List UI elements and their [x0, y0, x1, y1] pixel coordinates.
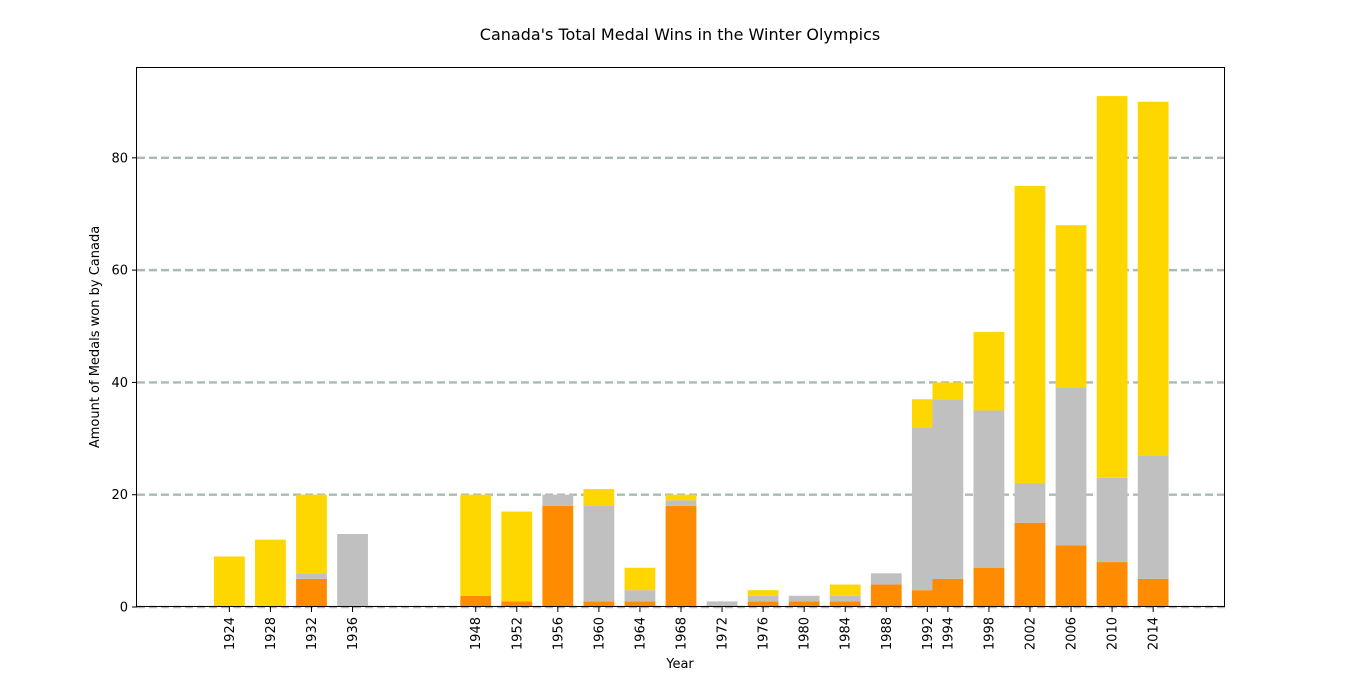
- x-tick-label: 1932: [305, 617, 320, 650]
- x-tick-label: 2006: [1065, 617, 1080, 650]
- bar-bronze-1968: [665, 505, 697, 607]
- bar-silver-1956: [542, 494, 574, 506]
- bar-silver-1976: [747, 595, 779, 602]
- bar-silver-1994: [932, 399, 964, 579]
- bar-bronze-1932: [296, 578, 327, 607]
- x-tick-label: 1960: [592, 617, 607, 650]
- plot-frame: [136, 67, 1225, 607]
- bar-gold-1924: [213, 556, 245, 607]
- x-tick-label: 1936: [346, 617, 361, 650]
- chart-title: Canada's Total Medal Wins in the Winter …: [480, 25, 880, 44]
- bar-gold-1928: [255, 539, 286, 607]
- bar-bronze-1984: [829, 601, 861, 607]
- bar-gold-1960: [583, 489, 615, 506]
- bar-gold-1994: [932, 382, 964, 400]
- x-tick-label: 2010: [1106, 617, 1121, 650]
- x-tick-label: 1980: [798, 617, 813, 650]
- bar-bronze-2010: [1096, 562, 1128, 607]
- x-tick-label: 1924: [223, 617, 238, 650]
- bar-bronze-2006: [1055, 545, 1087, 607]
- bar-gold-2006: [1055, 225, 1087, 389]
- bar-gold-2010: [1096, 96, 1128, 478]
- bar-bronze-1976: [747, 601, 779, 607]
- x-axis: 1924 1928 1932 1936 1948 1952 1956 1960 1964 1968…: [223, 607, 1162, 650]
- x-tick-label: 1988: [880, 617, 895, 650]
- x-tick-label: 1976: [757, 617, 772, 650]
- x-tick-label: 1992: [921, 617, 936, 650]
- bar-bronze-1960: [583, 601, 615, 607]
- bar-silver-1980: [788, 595, 820, 602]
- bar-silver-1960: [583, 505, 615, 602]
- bar-silver-2006: [1055, 388, 1087, 546]
- x-tick-label: 1948: [469, 617, 484, 650]
- bars-layer: [213, 96, 1169, 607]
- bar-gold-2002: [1014, 185, 1046, 484]
- bar-gold-2014: [1137, 101, 1169, 456]
- bar-bronze-1952: [501, 601, 533, 607]
- y-tick-label: 0: [120, 601, 128, 616]
- bar-bronze-1980: [788, 601, 820, 607]
- bar-silver-1998: [973, 410, 1005, 568]
- bar-bronze-1956: [542, 505, 574, 607]
- y-tick-label: 60: [111, 264, 128, 279]
- bar-silver-1936: [337, 534, 368, 607]
- bar-silver-1988: [870, 573, 902, 585]
- bar-gold-1984: [829, 584, 861, 596]
- bar-bronze-1964: [624, 601, 656, 607]
- x-tick-label: 1964: [633, 617, 648, 650]
- bar-bronze-1948: [460, 595, 492, 607]
- bar-silver-1964: [624, 590, 656, 602]
- x-tick-label: 2002: [1023, 617, 1038, 650]
- x-tick-label: 1972: [716, 617, 731, 650]
- bar-gold-1976: [747, 590, 779, 596]
- bar-gold-1932: [296, 494, 327, 574]
- bar-gold-1948: [460, 494, 492, 596]
- y-axis-label: Amount of Medals won by Canada: [88, 226, 103, 448]
- y-tick-label: 20: [111, 488, 128, 503]
- bar-gold-1968: [665, 494, 697, 501]
- x-tick-label: 1998: [982, 617, 997, 650]
- bar-bronze-1988: [870, 584, 902, 607]
- bar-silver-2014: [1137, 455, 1169, 579]
- y-tick-label: 80: [111, 151, 128, 166]
- bar-silver-2002: [1014, 483, 1046, 523]
- bar-silver-1972: [706, 601, 738, 607]
- bar-gold-1952: [501, 511, 533, 602]
- x-tick-label: 1994: [941, 617, 956, 650]
- bar-bronze-1994: [932, 578, 964, 607]
- x-tick-label: 2014: [1147, 617, 1162, 650]
- bar-bronze-1998: [973, 567, 1005, 607]
- bar-silver-2010: [1096, 477, 1128, 563]
- bar-silver-1932: [296, 573, 327, 579]
- bar-gold-1998: [973, 331, 1005, 411]
- x-tick-label: 1928: [264, 617, 279, 650]
- x-tick-label: 1968: [675, 617, 690, 650]
- bar-silver-1968: [665, 500, 697, 506]
- x-axis-label: Year: [665, 657, 694, 672]
- bar-bronze-2002: [1014, 522, 1046, 607]
- x-tick-label: 1984: [839, 617, 854, 650]
- y-tick-label: 40: [111, 376, 128, 391]
- y-axis: 0 20 40 60 80: [111, 151, 137, 616]
- x-tick-label: 1956: [551, 617, 566, 650]
- bar-gold-1964: [624, 567, 656, 591]
- bar-bronze-2014: [1137, 578, 1169, 607]
- x-tick-label: 1952: [510, 617, 525, 650]
- bar-silver-1984: [829, 595, 861, 602]
